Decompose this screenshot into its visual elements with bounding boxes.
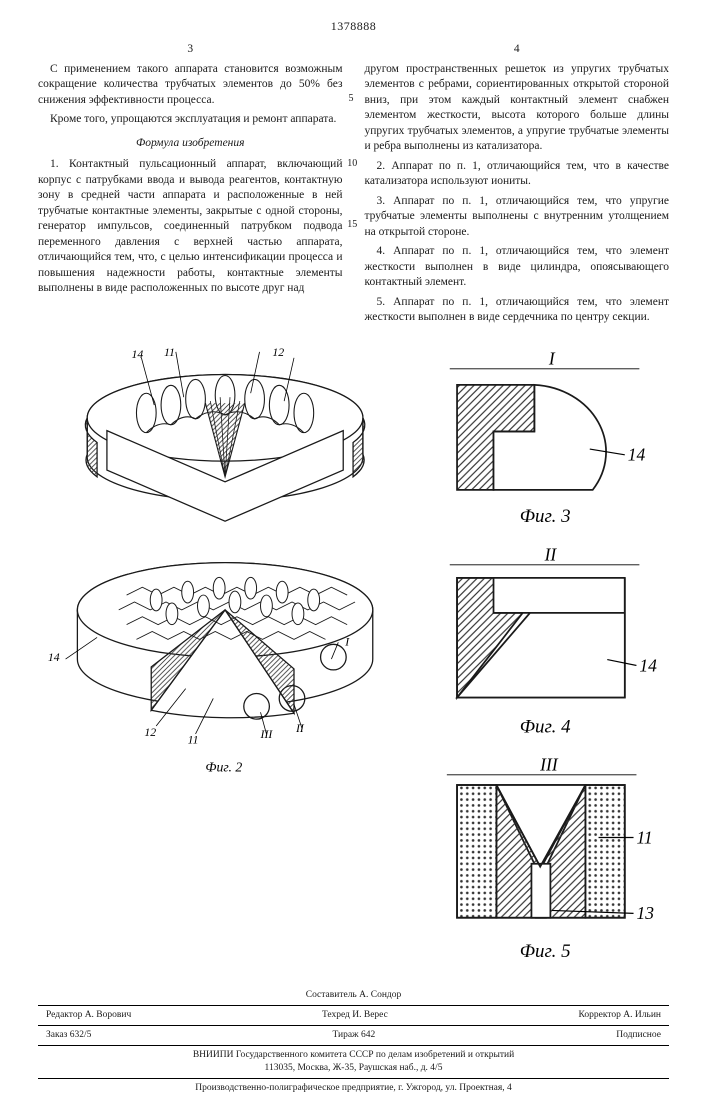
fig4-label: Фиг. 4 (520, 716, 571, 737)
footer-tirazh: Тираж 642 (332, 1029, 375, 1042)
fig4-14: 14 (640, 655, 658, 675)
detail-figures: I 14 Фиг. 3 II (406, 344, 669, 969)
footer-print: Производственно-полиграфическое предприя… (38, 1079, 669, 1095)
callout-11b: 11 (188, 733, 199, 747)
line-number-15: 15 (347, 218, 357, 232)
claim-3: 3. Аппарат по п. 1, отличающийся тем, чт… (365, 194, 670, 241)
footer-addr1: ВНИИПИ Государственного комитета СССР по… (38, 1049, 669, 1062)
document-number: 1378888 (38, 18, 669, 34)
text-columns: 5 10 15 3 С применением такого аппарата … (38, 42, 669, 330)
line-number-5: 5 (348, 92, 353, 106)
column-left: 3 С применением такого аппарата становит… (38, 42, 343, 330)
figure-4-svg: II 14 Фиг. 4 (406, 540, 669, 744)
callout-12b: 12 (144, 725, 156, 739)
figure-3-svg: I 14 Фиг. 3 (406, 344, 669, 534)
column-number-right: 4 (365, 42, 670, 58)
claim-1-left: 1. Контактный пульсационный аппарат, вкл… (38, 157, 343, 297)
page: 1378888 5 10 15 3 С применением такого а… (0, 0, 707, 1104)
footer-sub: Подписное (616, 1029, 661, 1042)
intro-paragraph-1: С применением такого аппарата становится… (38, 62, 343, 109)
fig4-detail: II (544, 544, 558, 564)
claim-1-right: другом пространственных решеток из упруг… (365, 62, 670, 155)
claim-5: 5. Аппарат по п. 1, отличающийся тем, чт… (365, 295, 670, 326)
line-number-10: 10 (347, 157, 357, 171)
fig5-11: 11 (637, 827, 653, 847)
claim-4: 4. Аппарат по п. 1, отличающийся тем, чт… (365, 244, 670, 291)
footer-corr: Корректор А. Ильин (579, 1009, 661, 1022)
figure-2-block: 11 14 12 (38, 344, 392, 969)
fig2-label: Фиг. 2 (205, 759, 242, 774)
intro-paragraph-2: Кроме того, упрощаются эксплуатация и ре… (38, 112, 343, 128)
fig3-detail: I (548, 348, 556, 368)
footer-tech: Техред И. Верес (322, 1009, 388, 1022)
figures-row: 11 14 12 (38, 344, 669, 969)
callout-11a: 11 (164, 345, 175, 359)
footer-order: Заказ 632/5 (46, 1029, 91, 1042)
fig5-label: Фиг. 5 (520, 941, 571, 962)
footer-editor: Редактор А. Ворович (46, 1009, 131, 1022)
formula-title: Формула изобретения (38, 136, 343, 152)
figure-5-svg: III 11 13 Фиг. 5 (406, 750, 669, 969)
footer-addr2: 113035, Москва, Ж-35, Раушская наб., д. … (38, 1062, 669, 1075)
column-right: 4 другом пространственных решеток из упр… (365, 42, 670, 330)
figure-2-svg: 11 14 12 (38, 344, 392, 777)
callout-14b: 14 (48, 650, 60, 664)
footer-compiler: Составитель А. Сондор (306, 989, 402, 1002)
callout-14a: 14 (132, 347, 144, 361)
fig3-label: Фиг. 3 (520, 506, 571, 527)
footer: Составитель А. Сондор Редактор А. Ворови… (38, 989, 669, 1095)
claim-2: 2. Аппарат по п. 1, отличающийся тем, чт… (365, 159, 670, 190)
column-number-left: 3 (38, 42, 343, 58)
fig3-14: 14 (628, 445, 646, 465)
callout-12a: 12 (272, 345, 284, 359)
fig5-13: 13 (637, 903, 655, 923)
fig5-detail: III (540, 754, 560, 774)
